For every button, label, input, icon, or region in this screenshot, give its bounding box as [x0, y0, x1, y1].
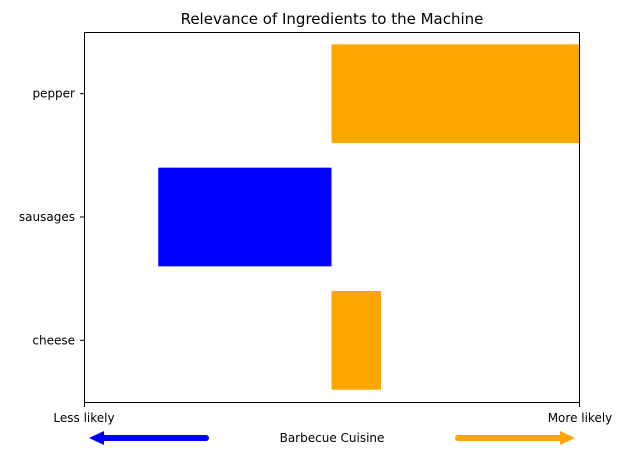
bar-cheese [331, 291, 381, 390]
x-label-less-likely: Less likely [53, 411, 114, 425]
bar-sausages [158, 167, 332, 267]
y-ticks-group: pepper sausages cheese [19, 87, 84, 347]
y-tick-label-cheese: cheese [32, 333, 75, 347]
y-tick-label-sausages: sausages [19, 210, 75, 224]
bar-pepper [331, 44, 579, 144]
x-axis-label: Barbecue Cuisine [280, 431, 385, 445]
arrow-less-likely [89, 431, 209, 445]
arrow-more-likely [455, 431, 575, 445]
chart-title: Relevance of Ingredients to the Machine [181, 10, 484, 28]
y-tick-label-pepper: pepper [32, 87, 75, 101]
plot-frame [84, 32, 580, 403]
x-label-more-likely: More likely [548, 411, 613, 425]
bars-group [158, 44, 579, 390]
